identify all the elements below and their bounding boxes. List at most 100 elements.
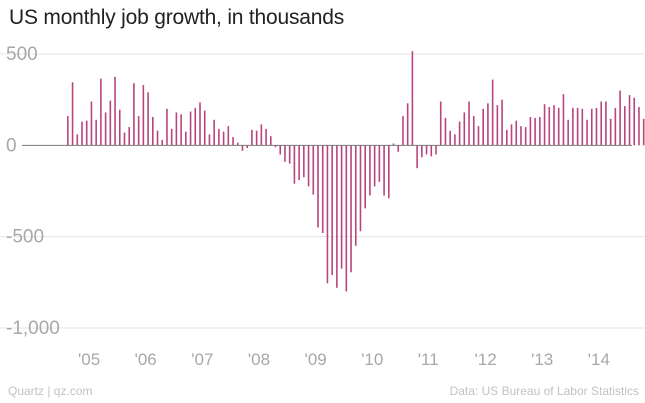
- x-tick-label: '08: [248, 350, 270, 369]
- bar: [581, 108, 584, 146]
- bar: [609, 118, 612, 146]
- bar: [152, 117, 154, 146]
- bar: [586, 119, 588, 146]
- bar: [251, 129, 253, 146]
- bar: [454, 134, 456, 146]
- bar: [241, 145, 244, 151]
- bar: [406, 103, 409, 146]
- chart-title: US monthly job growth, in thousands: [9, 6, 345, 29]
- bar: [137, 116, 140, 146]
- bar: [435, 145, 437, 155]
- bar: [600, 101, 602, 146]
- bar: [529, 117, 532, 146]
- bar: [123, 132, 126, 146]
- bar: [472, 116, 475, 146]
- bar: [378, 145, 381, 182]
- bar: [194, 107, 197, 146]
- bar: [170, 128, 173, 146]
- x-tick-label: '10: [361, 350, 383, 369]
- bar: [133, 83, 135, 146]
- bar: [458, 121, 461, 146]
- bar: [208, 134, 211, 146]
- x-tick-label: '11: [418, 350, 439, 369]
- bar: [95, 119, 97, 146]
- bar: [524, 127, 527, 146]
- bar: [321, 145, 324, 234]
- bar: [227, 126, 230, 146]
- bar: [260, 124, 263, 146]
- bar: [383, 145, 385, 196]
- bar: [345, 145, 348, 292]
- bar: [336, 145, 338, 288]
- bar: [222, 131, 225, 146]
- data-source: Data: US Bureau of Labor Statistics: [449, 384, 639, 398]
- bar: [81, 121, 83, 146]
- y-axis-ticks: 500 0 -500 -1,000: [6, 44, 60, 339]
- bar: [218, 128, 220, 146]
- bar: [548, 106, 551, 146]
- x-axis-ticks: '05 '06 '07 '08 '09 '10 '11 '12 '13 '14: [78, 350, 610, 369]
- gridlines: [0, 53, 645, 329]
- bar: [562, 94, 565, 146]
- bar: [416, 145, 418, 169]
- bar: [85, 120, 88, 146]
- bar: [340, 145, 343, 269]
- bar: [185, 131, 187, 146]
- bar: [90, 101, 93, 146]
- bar: [590, 108, 593, 146]
- bar: [166, 108, 168, 146]
- bar: [303, 145, 305, 178]
- bar: [128, 127, 130, 146]
- bar: [553, 105, 555, 146]
- x-tick-label: '07: [191, 350, 213, 369]
- bar: [307, 145, 310, 187]
- bar: [449, 130, 451, 146]
- y-tick-label: -500: [6, 227, 44, 248]
- bar: [104, 112, 107, 146]
- bar: [614, 107, 617, 146]
- bar: [354, 145, 357, 246]
- bar: [109, 100, 112, 146]
- x-tick-label: '05: [78, 350, 100, 369]
- bar: [270, 136, 272, 146]
- bar: [576, 107, 579, 146]
- bar: [496, 105, 499, 146]
- bar: [369, 145, 371, 196]
- x-tick-label: '06: [135, 350, 157, 369]
- x-tick-label: '13: [531, 350, 553, 369]
- bar: [491, 79, 494, 146]
- bar: [534, 117, 536, 146]
- bar: [76, 134, 79, 146]
- bar: [411, 51, 414, 146]
- bar: [520, 126, 522, 146]
- bar: [543, 104, 546, 146]
- bar: [624, 106, 626, 146]
- bar: [421, 145, 423, 158]
- bar: [482, 108, 484, 146]
- bar: [175, 112, 178, 146]
- bar: [633, 97, 636, 146]
- bar: [284, 145, 286, 162]
- bar: [67, 116, 69, 146]
- bar: [388, 145, 390, 199]
- bar: [430, 145, 433, 157]
- bar: [638, 106, 640, 146]
- bars: [67, 51, 645, 292]
- bar: [312, 145, 315, 195]
- bar: [487, 103, 489, 146]
- bar: [619, 90, 621, 146]
- bar: [156, 130, 159, 146]
- source-credit: Quartz | qz.com: [8, 384, 93, 398]
- bar: [477, 126, 480, 146]
- bar: [567, 119, 569, 146]
- bar: [506, 129, 508, 146]
- bar: [425, 145, 428, 155]
- bar: [180, 114, 182, 146]
- bar: [71, 82, 74, 146]
- bar: [265, 128, 267, 146]
- bar: [364, 145, 366, 209]
- bar: [397, 145, 400, 152]
- bar: [501, 99, 503, 146]
- bar: [444, 117, 447, 146]
